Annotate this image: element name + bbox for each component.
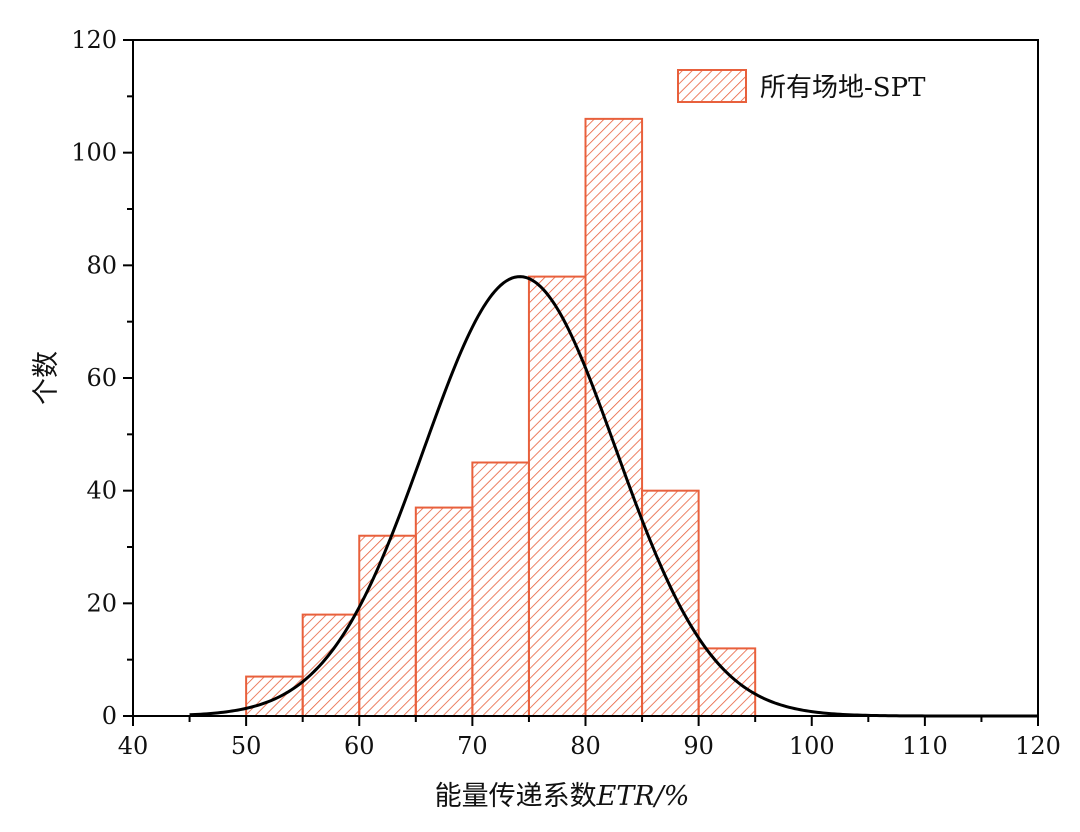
y-tick-label: 40	[86, 477, 117, 505]
x-tick-label: 60	[344, 732, 375, 760]
x-axis-title: 能量传递系数ETR/%	[435, 781, 690, 812]
y-tick-label: 100	[71, 139, 117, 167]
histogram-bar	[245, 675, 304, 717]
histogram-bar	[527, 275, 587, 717]
histogram-bar	[301, 613, 361, 717]
y-tick-label: 20	[86, 589, 117, 617]
bars-layer	[245, 117, 757, 718]
x-axis-title-var: ETR	[596, 781, 655, 812]
y-axis-title: 个数	[31, 351, 62, 405]
x-tick-label: 40	[118, 732, 149, 760]
legend: 所有场地-SPT	[677, 69, 926, 103]
y-tick-label: 60	[86, 364, 117, 392]
legend-swatch	[677, 69, 747, 103]
y-tick-label: 120	[71, 26, 117, 54]
histogram-bar	[414, 506, 474, 718]
x-tick-label: 70	[457, 732, 488, 760]
x-tick-label: 50	[231, 732, 262, 760]
x-tick-label: 100	[789, 732, 835, 760]
x-tick-label: 120	[1015, 732, 1061, 760]
x-tick-label: 110	[902, 732, 948, 760]
x-tick-label: 90	[683, 732, 714, 760]
x-axis-title-prefix: 能量传递系数	[435, 781, 597, 812]
histogram-bar	[641, 489, 700, 717]
histogram-bar	[697, 647, 757, 718]
legend-label: 所有场地-SPT	[760, 73, 926, 103]
x-tick-label: 80	[570, 732, 601, 760]
histogram-bar	[358, 534, 417, 717]
ticks-layer: 40 50 60 70 80 90 100 110 120 0 20 40 60 80 100 120	[71, 26, 1061, 760]
histogram-bar	[471, 461, 530, 717]
x-axis-title-suffix: /%	[652, 781, 690, 812]
y-tick-label: 0	[102, 702, 117, 730]
y-tick-label: 80	[86, 251, 117, 279]
histogram-bar	[584, 117, 644, 718]
